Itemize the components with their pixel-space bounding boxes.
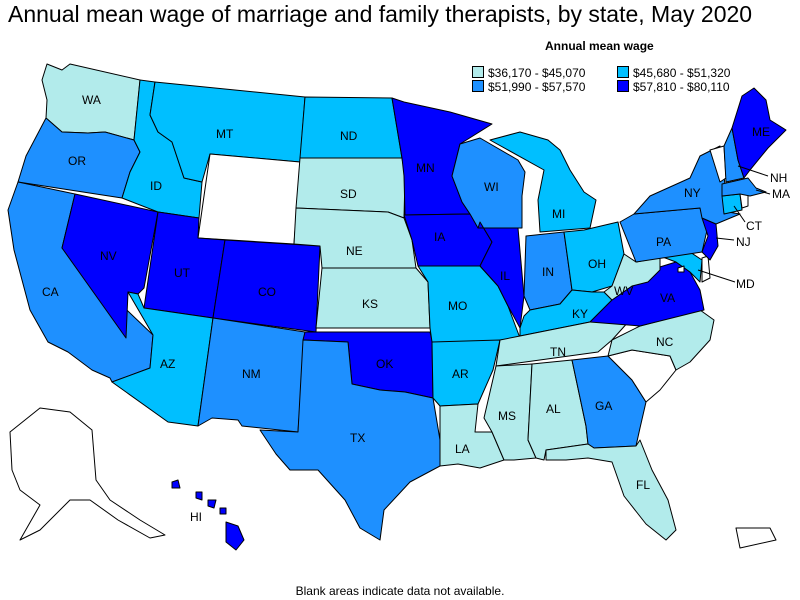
label-CA: CA	[42, 285, 59, 299]
state-labels: WA OR CA NV ID MT UT AZ CO NM ND SD NE K…	[42, 93, 790, 524]
label-NJ: NJ	[736, 235, 751, 249]
label-OR: OR	[68, 154, 86, 168]
state-TN[interactable]	[495, 319, 631, 367]
legend-item-tier2: $45,680 - $51,320	[617, 66, 730, 80]
legend-swatch	[617, 66, 629, 78]
label-GA: GA	[595, 399, 612, 413]
label-FL: FL	[636, 478, 650, 492]
label-VA: VA	[660, 291, 675, 305]
legend-swatch	[472, 66, 484, 78]
footnote: Blank areas indicate data not available.	[295, 584, 505, 598]
state-ND[interactable]	[299, 96, 403, 159]
label-IN: IN	[542, 265, 554, 279]
label-WA: WA	[82, 93, 101, 107]
label-NC: NC	[656, 335, 674, 349]
label-UT: UT	[174, 266, 191, 280]
legend-swatch	[472, 80, 484, 92]
legend-item-tier4: $57,810 - $80,110	[617, 80, 730, 94]
label-AL: AL	[546, 402, 561, 416]
state-DE[interactable]	[701, 255, 711, 283]
label-MA: MA	[772, 187, 790, 201]
label-KY: KY	[572, 307, 588, 321]
state-RI[interactable]	[739, 193, 749, 209]
label-SD: SD	[340, 187, 357, 201]
label-OH: OH	[588, 257, 606, 271]
label-MS: MS	[498, 409, 516, 423]
label-MT: MT	[216, 127, 234, 141]
state-WY[interactable]	[197, 153, 301, 245]
label-NM: NM	[242, 367, 261, 381]
state-IL[interactable]	[477, 221, 525, 329]
label-TN: TN	[550, 345, 566, 359]
label-AZ: AZ	[160, 357, 175, 371]
label-PA: PA	[656, 235, 671, 249]
label-MN: MN	[416, 161, 435, 175]
legend-item-tier3: $51,990 - $57,570	[472, 80, 585, 94]
label-KS: KS	[362, 297, 378, 311]
legend-label: $51,990 - $57,570	[488, 80, 586, 94]
state-DC[interactable]	[677, 265, 685, 273]
label-NY: NY	[684, 186, 701, 200]
label-NV: NV	[100, 249, 117, 263]
state-WI[interactable]	[451, 137, 526, 229]
legend-label: $36,170 - $45,070	[488, 66, 586, 80]
legend-title: Annual mean wage	[545, 39, 654, 53]
state-PR[interactable]	[735, 527, 777, 549]
legend-label: $45,680 - $51,320	[633, 66, 731, 80]
state-AK[interactable]	[9, 407, 166, 541]
legend-item-tier1: $36,170 - $45,070	[472, 66, 585, 80]
callout-leaders	[697, 165, 771, 283]
state-MA[interactable]	[721, 177, 767, 197]
state-ME[interactable]	[731, 87, 787, 179]
state-LA[interactable]	[439, 403, 505, 469]
state-WV[interactable]	[603, 253, 661, 301]
label-MI: MI	[552, 207, 565, 221]
label-HI: HI	[190, 510, 202, 524]
label-CT: CT	[746, 219, 763, 233]
label-LA: LA	[455, 442, 470, 456]
state-MI[interactable]	[489, 131, 597, 233]
label-IA: IA	[434, 230, 445, 244]
legend-swatch	[617, 80, 629, 92]
label-WV: WV	[614, 284, 633, 298]
label-WI: WI	[484, 180, 499, 194]
label-OK: OK	[376, 357, 393, 371]
state-CT[interactable]	[721, 193, 743, 215]
legend-label: $57,810 - $80,110	[633, 80, 730, 94]
state-HI[interactable]	[171, 479, 245, 551]
label-MO: MO	[448, 299, 467, 313]
label-ND: ND	[340, 129, 358, 143]
label-TX: TX	[350, 431, 365, 445]
label-CO: CO	[258, 285, 276, 299]
label-MD: MD	[736, 277, 755, 291]
state-FL[interactable]	[545, 439, 677, 541]
label-NH: NH	[770, 171, 787, 185]
state-TX[interactable]	[259, 339, 441, 541]
label-AR: AR	[452, 367, 469, 381]
label-ID: ID	[150, 179, 162, 193]
label-IL: IL	[500, 269, 510, 283]
label-NE: NE	[346, 244, 363, 258]
label-ME: ME	[752, 125, 770, 139]
map-title: Annual mean wage of marriage and family …	[8, 1, 753, 27]
